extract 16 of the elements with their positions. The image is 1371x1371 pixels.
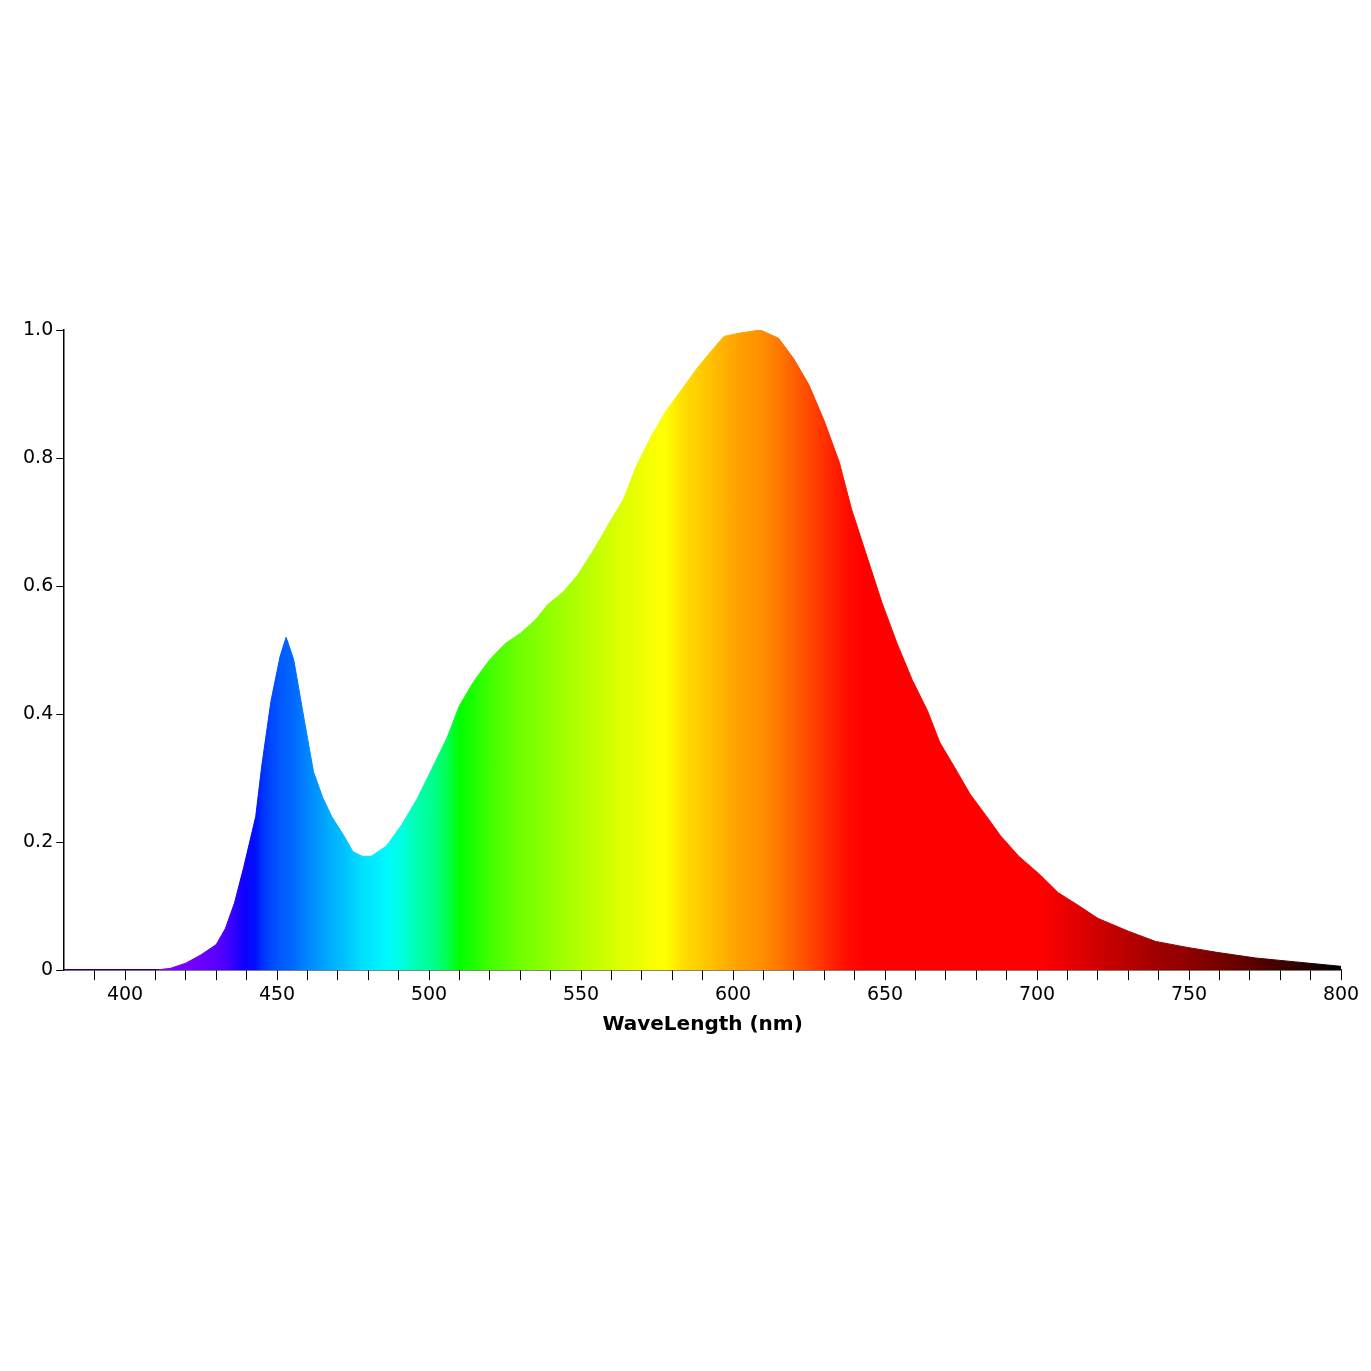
x-axis-title: WaveLength (nm) <box>602 1011 803 1036</box>
y-tick-label: 0.6 <box>23 573 54 596</box>
x-tick-label: 450 <box>258 981 296 1004</box>
y-tick-label: 0 <box>41 957 54 980</box>
x-tick-label: 700 <box>1018 981 1056 1004</box>
x-tick-label: 600 <box>714 981 752 1004</box>
x-tick-label: 800 <box>1322 981 1360 1004</box>
y-tick-label: 0.4 <box>23 701 54 724</box>
y-tick-label: 0.2 <box>23 829 54 852</box>
x-tick-label: 650 <box>866 981 904 1004</box>
x-tick-label: 400 <box>106 981 144 1004</box>
y-tick-label: 0.8 <box>23 444 54 467</box>
x-tick-label: 500 <box>410 981 448 1004</box>
y-tick-label: 1.0 <box>23 316 54 339</box>
x-tick-label: 550 <box>562 981 600 1004</box>
x-tick-label: 750 <box>1170 981 1208 1004</box>
